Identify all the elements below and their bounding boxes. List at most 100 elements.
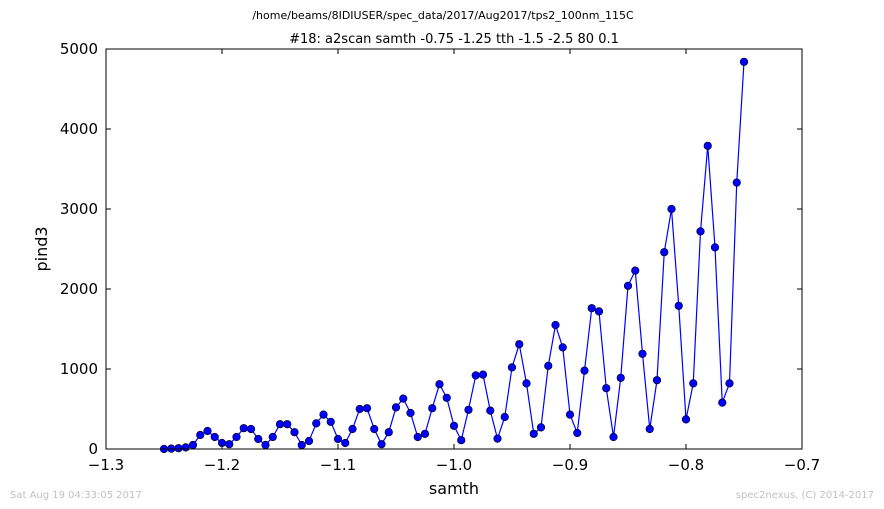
data-point [341,438,350,448]
data-point [391,403,401,412]
data-point [587,304,596,313]
data-point [297,440,306,450]
data-point [623,281,633,290]
data-point [413,432,422,442]
data-point [362,404,372,413]
data-point [290,428,299,437]
data-point [399,394,408,403]
data-point [573,428,582,438]
data-point [319,410,328,419]
data-point [674,301,683,310]
data-point [551,320,560,330]
data-point [486,406,495,415]
data-point [254,434,263,444]
data-point [660,248,669,257]
x-tick-label: −0.9 [552,456,588,474]
data-point [268,432,277,442]
data-point [529,429,538,438]
data-point [558,343,567,352]
data-point [283,420,292,429]
data-point [522,379,531,388]
data-point [384,428,393,437]
data-point [420,429,430,438]
data-point [725,379,734,388]
data-point [638,349,647,358]
data-point [377,440,386,449]
y-axis-label: pind3 [32,226,51,271]
data-point [442,393,451,402]
footer-timestamp: Sat Aug 19 04:33:05 2017 [10,490,142,501]
data-point [718,398,727,407]
y-tick-label: 2000 [60,280,98,298]
data-point [406,408,415,418]
data-point [616,373,625,382]
data-point [602,384,611,393]
data-point [594,307,604,316]
data-point [507,363,517,372]
data-point [275,420,285,429]
data-point [645,424,654,434]
data-point [515,340,524,349]
data-point [500,412,509,422]
data-point [196,430,205,440]
series-line [163,61,745,450]
x-tick-label: −1.2 [204,456,240,474]
data-point [181,443,190,452]
y-tick-label: 1000 [60,360,98,378]
data-point [609,432,618,442]
data-point [355,404,364,414]
y-tick-label: 3000 [60,200,98,218]
y-tick-label: 0 [88,440,98,458]
data-point [370,424,379,434]
x-tick-label: −1.0 [436,456,472,474]
data-point [478,370,488,379]
data-point [652,376,662,385]
data-point [464,405,473,414]
data-point [261,440,270,450]
data-point [536,423,546,432]
x-tick-label: −0.7 [784,456,820,474]
data-point [449,421,459,430]
x-axis-label: samth [429,479,479,498]
data-point [333,434,343,444]
data-point [174,444,183,453]
data-point [225,440,234,449]
y-tick-label: 4000 [60,120,98,138]
data-point [493,434,502,443]
data-point [631,266,640,275]
data-point [681,415,691,424]
data-point [348,424,357,434]
x-tick-label: −1.3 [88,456,124,474]
y-tick-label: 5000 [60,40,98,58]
chart-suptitle: /home/beams/8IDIUSER/spec_data/2017/Aug2… [252,9,634,22]
data-point [304,436,314,446]
data-point [435,380,444,389]
data-point [239,424,248,433]
x-tick-label: −0.8 [668,456,704,474]
data-point [544,361,553,370]
data-point [246,424,256,434]
data-point [210,432,219,442]
data-point [703,141,712,150]
data-point [457,436,466,445]
data-point [203,426,212,436]
data-point [732,178,741,187]
data-point [696,227,705,236]
data-point [689,379,698,388]
chart-title: #18: a2scan samth -0.75 -1.25 tth -1.5 -… [289,32,619,47]
data-point [428,404,437,413]
data-point [326,417,335,426]
plot-area-frame [105,48,803,450]
data-point [580,366,589,375]
footer-credit: spec2nexus, (C) 2014-2017 [735,490,874,501]
data-point [312,419,321,428]
data-point [667,204,676,214]
data-point [471,371,480,380]
data-point [188,440,198,450]
data-point [710,243,720,252]
data-point [739,57,749,66]
x-tick-label: −1.1 [320,456,356,474]
data-point [565,410,575,419]
data-point [232,432,241,442]
